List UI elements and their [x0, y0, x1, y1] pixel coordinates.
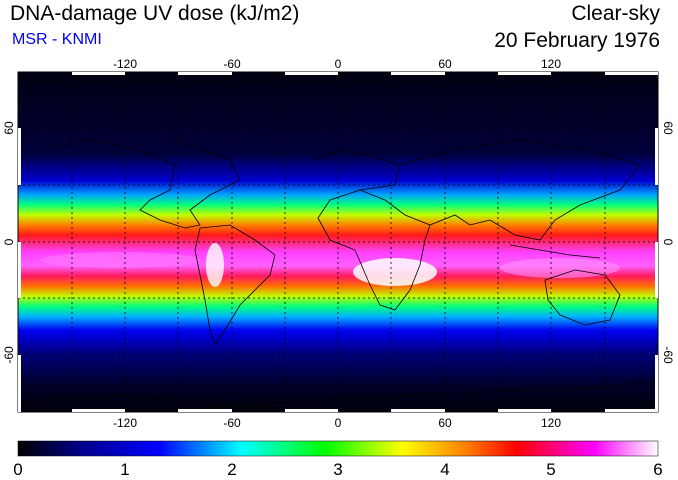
lat-label-right: 60	[661, 121, 675, 135]
colorbar-label: 5	[546, 460, 556, 479]
coastlines	[18, 139, 658, 406]
colorbar-label: 0	[13, 460, 23, 479]
lon-label-top: -60	[223, 57, 241, 71]
coast-asia	[399, 139, 641, 241]
colorbar-label: 2	[227, 460, 237, 479]
lat-label-right: 0	[661, 239, 675, 246]
lon-label-top: 60	[438, 57, 452, 71]
coast-australia	[544, 269, 621, 326]
colorbar	[17, 440, 659, 457]
lon-label-bottom: 120	[541, 416, 561, 430]
map-date: 20 February 1976	[494, 29, 660, 52]
colorbar-label: 1	[120, 460, 130, 479]
coast-indonesia	[509, 244, 601, 259]
colorbar-label: 3	[333, 460, 343, 479]
coast-europe-africa	[314, 149, 431, 311]
lat-label-left: 60	[2, 121, 16, 135]
map-frame	[17, 71, 659, 413]
coast-antarctica	[18, 379, 658, 406]
graticule	[18, 72, 658, 412]
map-title: DNA-damage UV dose (kJ/m2)	[10, 2, 300, 25]
uv-hotspots	[40, 243, 620, 287]
colorbar-label: 6	[653, 460, 663, 479]
lat-label-left: -60	[2, 346, 16, 364]
lon-label-bottom: 60	[438, 416, 452, 430]
lon-label-bottom: -120	[113, 416, 137, 430]
coast-south-america	[194, 224, 276, 346]
lon-label-bottom: 0	[335, 416, 342, 430]
colorbar-label: 4	[440, 460, 450, 479]
lon-label-top: -120	[113, 57, 137, 71]
coast-north-america	[39, 139, 241, 229]
lon-label-top: 120	[541, 57, 561, 71]
lat-label-left: 0	[2, 238, 16, 245]
lon-label-bottom: -60	[223, 416, 241, 430]
data-source: MSR - KNMI	[12, 31, 102, 48]
lon-label-top: 0	[335, 57, 342, 71]
lat-label-right: -60	[661, 346, 675, 364]
sky-mode: Clear-sky	[571, 2, 660, 25]
